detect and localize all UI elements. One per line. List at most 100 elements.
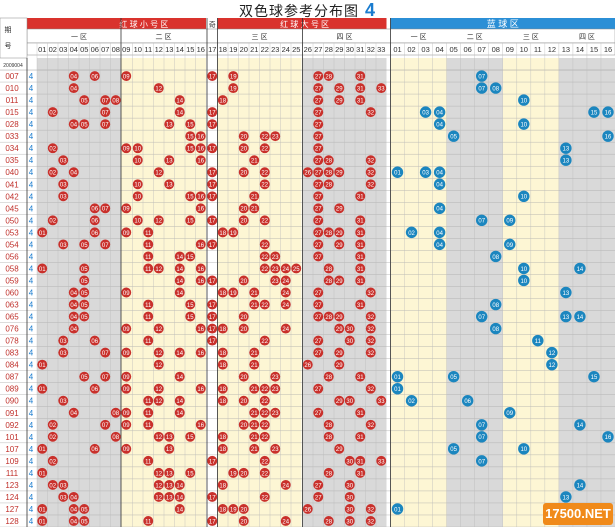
red-ball	[302, 167, 313, 178]
red-ball	[217, 227, 228, 238]
red-ball	[58, 239, 69, 250]
red-ball-label: 30	[346, 399, 353, 405]
blue-ball	[518, 190, 530, 203]
row-period-label: 015	[5, 108, 19, 117]
red-ball-label: 32	[367, 339, 374, 345]
red-ball	[89, 203, 100, 214]
red-ball-label: 12	[155, 351, 162, 357]
row-period-label: 059	[5, 276, 19, 285]
red-ball-label: 29	[336, 86, 343, 92]
red-ball	[121, 143, 132, 154]
blue-ball	[475, 310, 488, 323]
red-ball-label: 09	[123, 387, 130, 393]
red-ball	[259, 299, 270, 310]
red-ball-label: 32	[367, 351, 374, 357]
red-ball-label: 27	[315, 74, 322, 80]
red-ball	[238, 143, 249, 154]
red-ball	[174, 287, 185, 298]
row-marker: 4	[29, 313, 34, 322]
red-ball-label: 27	[315, 183, 322, 189]
blue-col-label: 15	[590, 45, 598, 54]
row-marker: 4	[29, 228, 34, 237]
red-ball	[259, 491, 270, 502]
red-ball-label: 32	[367, 315, 374, 321]
blue-ball-label: 04	[436, 231, 443, 237]
red-ball	[153, 359, 164, 370]
red-ball	[153, 467, 164, 478]
red-ball	[100, 239, 111, 250]
sub-label-2: 二 区	[156, 33, 172, 41]
red-col-label: 27	[314, 45, 322, 54]
red-ball	[121, 323, 132, 334]
red-ball-label: 22	[261, 399, 268, 405]
red-ball	[68, 287, 79, 298]
row-period-label: 060	[5, 289, 19, 298]
red-ball-label: 23	[272, 267, 279, 273]
red-ball	[100, 419, 111, 430]
red-ball-label: 09	[123, 351, 130, 357]
red-ball	[174, 371, 185, 382]
red-ball-label: 16	[197, 207, 204, 213]
red-ball	[313, 491, 324, 502]
red-ball	[207, 179, 218, 190]
red-ball	[58, 491, 69, 502]
red-ball	[153, 383, 164, 394]
blue-ball	[447, 370, 460, 383]
red-col-label: 17	[208, 45, 216, 54]
blue-col-label: 10	[520, 45, 528, 54]
red-col-label: 29	[335, 45, 343, 54]
red-ball	[313, 335, 324, 346]
red-ball-label: 07	[102, 98, 109, 104]
red-ball-label: 22	[261, 339, 268, 345]
red-ball	[270, 131, 281, 142]
blue-ball	[391, 382, 404, 395]
red-ball-label: 01	[39, 519, 46, 525]
red-ball	[313, 95, 324, 106]
blue-ball	[532, 334, 544, 347]
red-ball-label: 28	[325, 435, 332, 441]
red-col-label: 12	[155, 45, 163, 54]
red-ball	[121, 443, 132, 454]
blue-ball	[433, 202, 446, 215]
red-ball	[344, 335, 355, 346]
red-ball	[207, 275, 218, 286]
row-marker: 4	[29, 349, 34, 358]
red-ball	[355, 467, 366, 478]
red-ball-label: 22	[261, 495, 268, 501]
red-ball-label: 18	[219, 507, 226, 513]
blue-ball-label: 04	[436, 243, 443, 249]
red-ball-label: 28	[325, 315, 332, 321]
red-ball-label: 27	[315, 339, 322, 345]
red-ball	[143, 407, 154, 418]
red-ball-label: 03	[60, 483, 67, 489]
blue-ball-label: 02	[408, 399, 415, 405]
red-ball	[334, 443, 345, 454]
red-col-label: 22	[261, 45, 269, 54]
red-ball	[207, 311, 218, 322]
blue-col-label: 06	[464, 45, 472, 54]
red-ball	[355, 275, 366, 286]
red-col-label: 25	[292, 45, 300, 54]
red-ball	[68, 119, 79, 130]
blue-ball	[560, 142, 572, 154]
red-ball-label: 19	[230, 74, 237, 80]
red-ball	[259, 335, 270, 346]
red-ball-label: 24	[282, 279, 289, 285]
red-ball-label: 12	[155, 471, 162, 477]
red-ball-label: 16	[197, 195, 204, 201]
red-ball	[365, 107, 376, 118]
blue-ball	[419, 106, 432, 118]
blue-ball	[518, 262, 530, 275]
red-ball-label: 30	[346, 519, 353, 525]
blue-ball	[574, 479, 586, 491]
red-ball	[280, 479, 291, 490]
red-ball-label: 16	[197, 147, 204, 153]
red-ball-label: 07	[102, 375, 109, 381]
row-period-label: 078	[5, 337, 19, 346]
red-ball-label: 14	[176, 111, 183, 117]
red-ball	[153, 347, 164, 358]
red-ball	[323, 467, 334, 478]
red-ball	[313, 179, 324, 190]
red-ball	[79, 119, 90, 130]
red-ball-label: 21	[251, 291, 258, 297]
